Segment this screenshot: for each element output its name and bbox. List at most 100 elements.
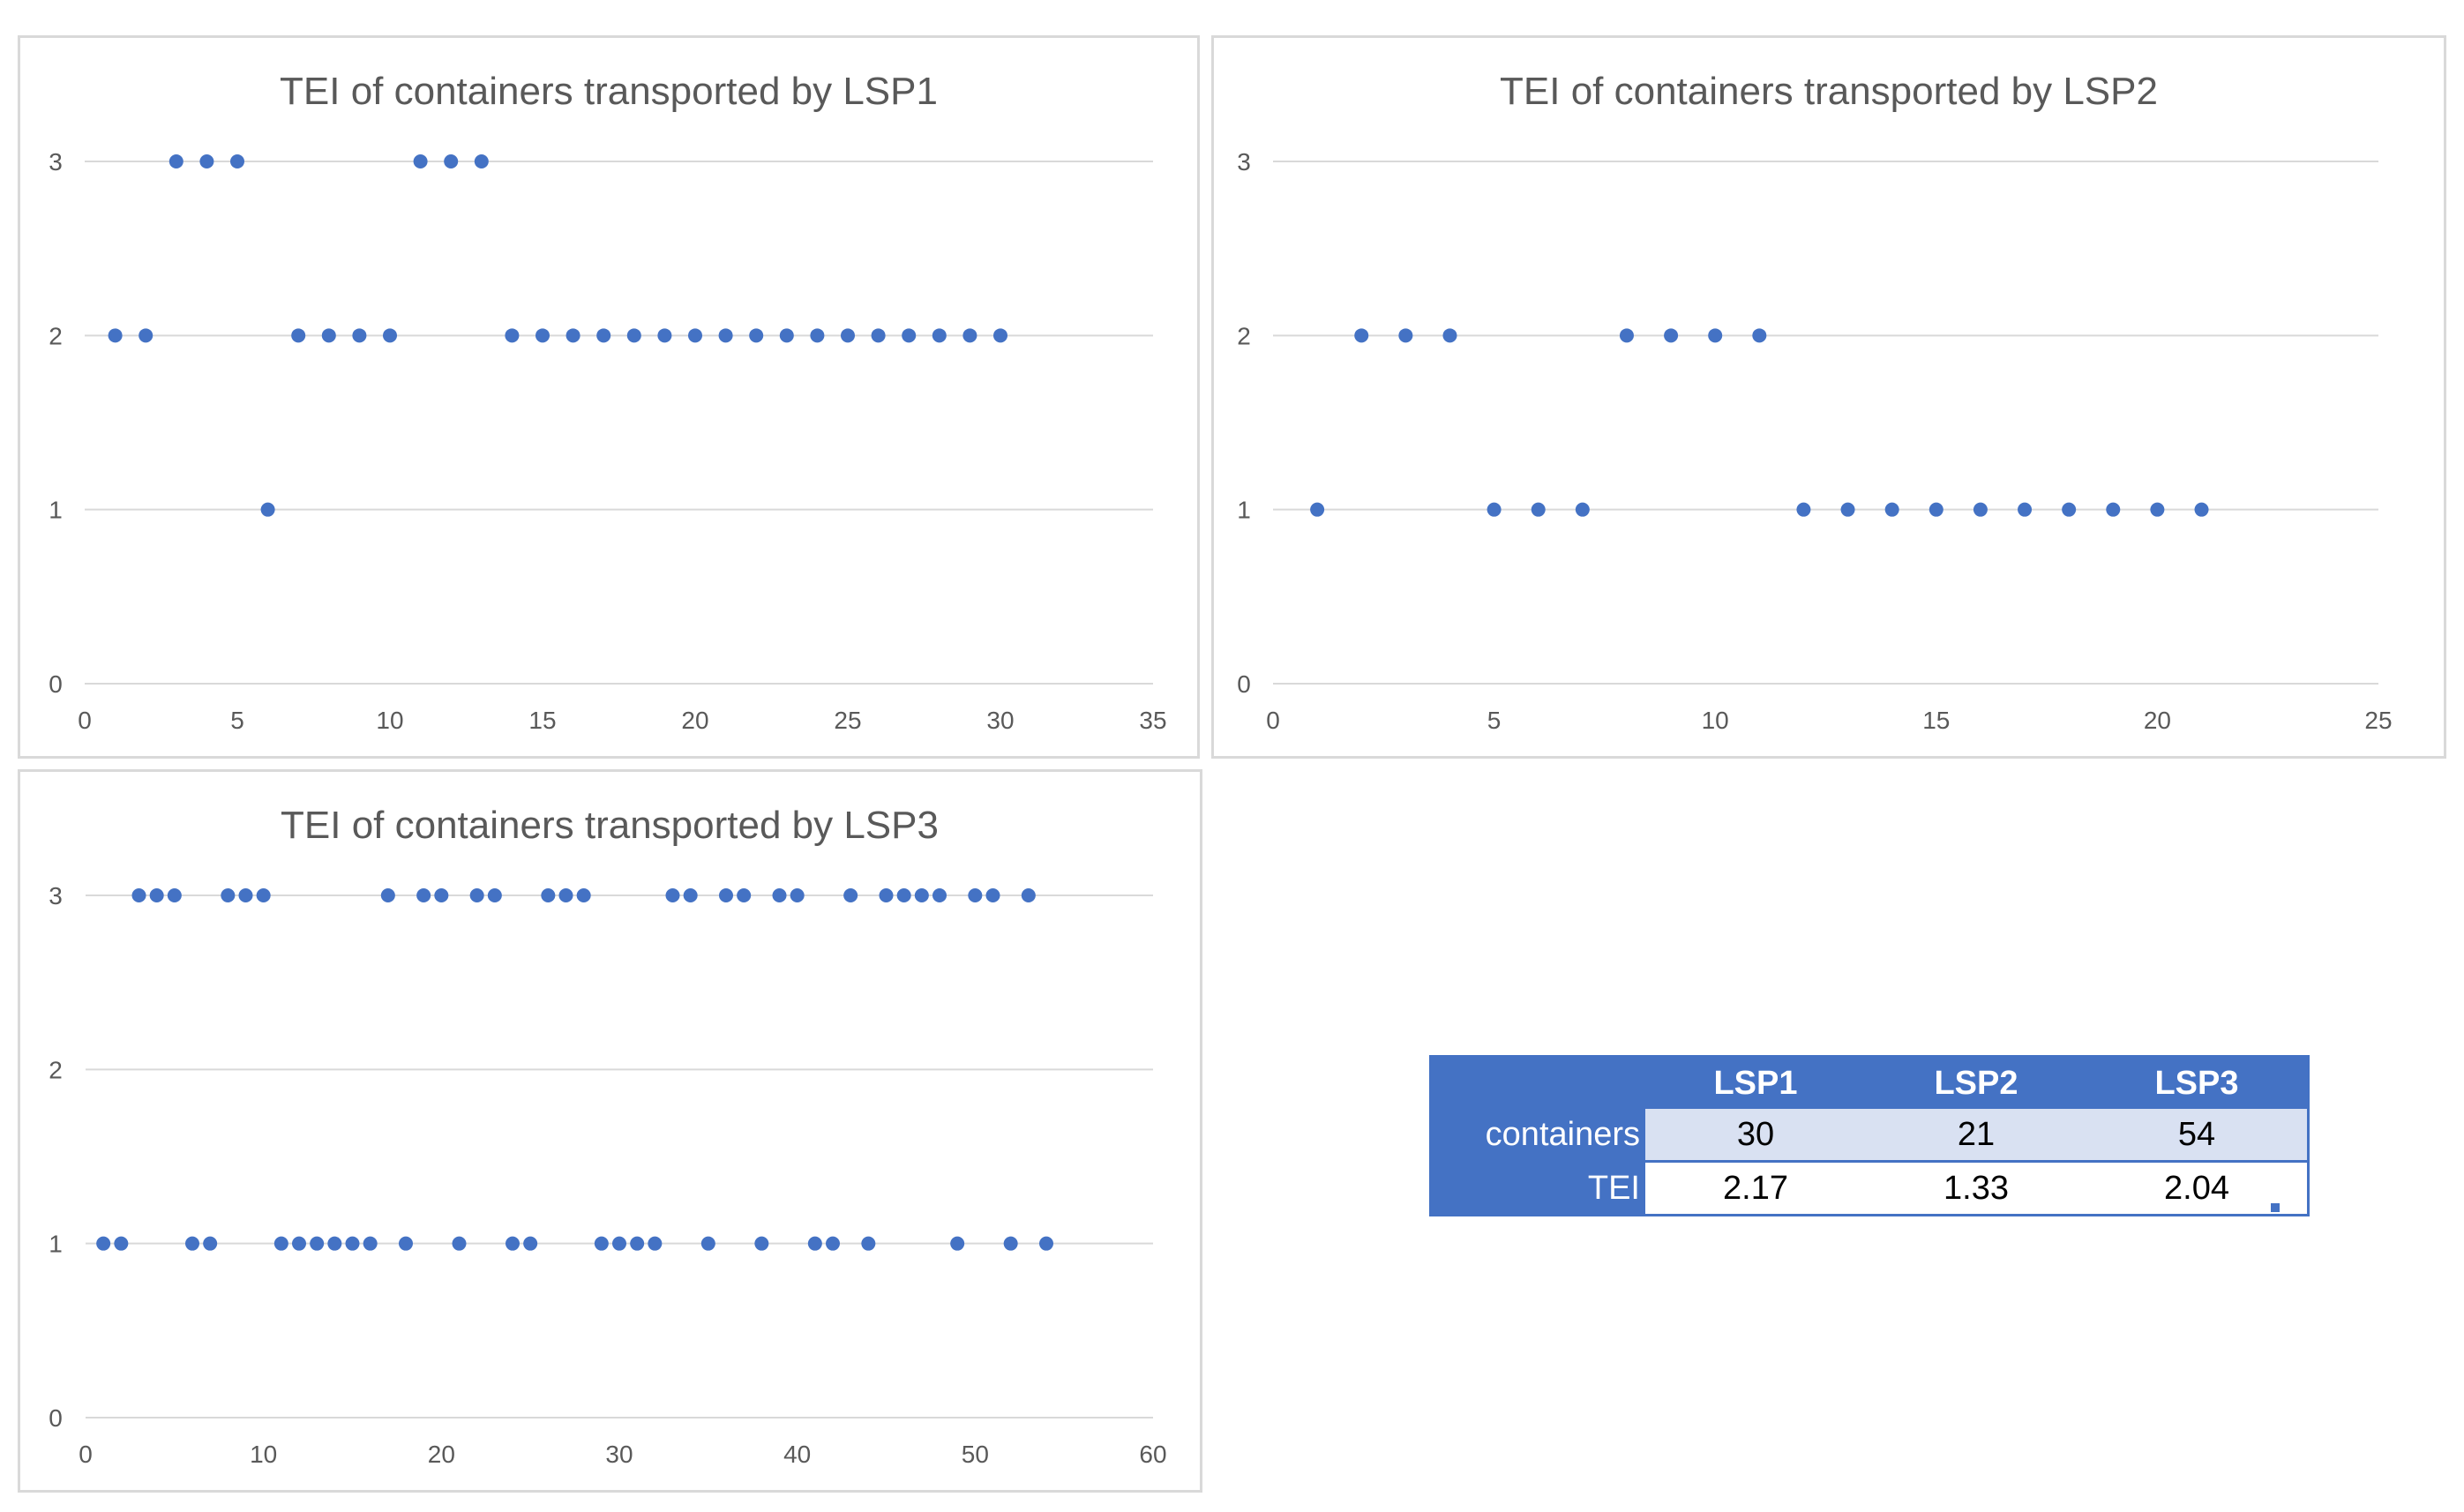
y-tick-label: 3 bbox=[49, 148, 63, 176]
table-cell: 1.33 bbox=[1866, 1161, 2086, 1216]
data-point bbox=[648, 1236, 663, 1251]
table-row-label: containers bbox=[1430, 1109, 1645, 1163]
x-tick-label: 10 bbox=[250, 1441, 277, 1468]
data-point bbox=[2194, 502, 2209, 517]
data-point bbox=[203, 1236, 218, 1251]
data-point bbox=[754, 1236, 769, 1251]
data-point bbox=[327, 1236, 342, 1251]
data-point bbox=[1310, 502, 1325, 517]
data-point bbox=[2106, 502, 2121, 517]
data-point bbox=[630, 1236, 645, 1251]
data-point bbox=[1664, 328, 1679, 343]
data-point bbox=[199, 154, 214, 168]
chart-lsp2: TEI of containers transported by LSP2 0 1… bbox=[1237, 70, 2392, 734]
data-point bbox=[434, 888, 449, 902]
table-cell: 21 bbox=[1866, 1109, 2086, 1163]
data-point bbox=[932, 888, 947, 902]
data-point bbox=[1039, 1236, 1053, 1251]
y-tick-label: 3 bbox=[49, 882, 63, 909]
x-tick-label: 30 bbox=[986, 707, 1014, 734]
y-tick-label: 2 bbox=[1237, 322, 1251, 349]
data-point bbox=[962, 328, 977, 343]
x-tick-label: 20 bbox=[681, 707, 708, 734]
data-point bbox=[185, 1236, 199, 1251]
data-point bbox=[594, 1236, 609, 1251]
data-point bbox=[444, 154, 459, 168]
data-point bbox=[807, 1236, 822, 1251]
data-point bbox=[1708, 328, 1723, 343]
table-cell: 54 bbox=[2086, 1109, 2309, 1163]
data-point bbox=[1398, 328, 1413, 343]
data-point bbox=[826, 1236, 840, 1251]
x-tick-label: 25 bbox=[834, 707, 861, 734]
data-point bbox=[1840, 502, 1855, 517]
y-tick-label: 1 bbox=[49, 1231, 63, 1258]
x-tick-label: 5 bbox=[1487, 707, 1502, 734]
data-point bbox=[452, 1236, 467, 1251]
data-point bbox=[413, 154, 428, 168]
x-tick-label: 15 bbox=[1922, 707, 1950, 734]
data-point bbox=[169, 154, 183, 168]
x-tick-label: 40 bbox=[783, 1441, 811, 1468]
data-point bbox=[810, 328, 825, 343]
data-point bbox=[321, 328, 336, 343]
x-tick-label: 25 bbox=[2364, 707, 2392, 734]
data-point bbox=[612, 1236, 626, 1251]
data-point bbox=[230, 154, 244, 168]
table-header-lsp1: LSP1 bbox=[1645, 1056, 1866, 1109]
data-point bbox=[535, 328, 550, 343]
y-tick-label: 3 bbox=[1237, 148, 1251, 176]
data-point bbox=[506, 1236, 520, 1251]
data-point bbox=[843, 888, 858, 902]
chart-title: TEI of containers transported by LSP3 bbox=[281, 804, 939, 847]
data-point bbox=[565, 328, 580, 343]
x-tick-label: 0 bbox=[1266, 707, 1280, 734]
data-point bbox=[1575, 502, 1590, 517]
table-resize-handle[interactable] bbox=[2271, 1203, 2280, 1212]
x-tick-label: 50 bbox=[962, 1441, 989, 1468]
data-point bbox=[399, 1236, 413, 1251]
data-point bbox=[363, 1236, 378, 1251]
data-point bbox=[1796, 502, 1811, 517]
data-point bbox=[273, 1236, 288, 1251]
y-tick-label: 2 bbox=[49, 1056, 63, 1083]
data-point bbox=[1021, 888, 1036, 902]
x-tick-label: 10 bbox=[376, 707, 403, 734]
data-point bbox=[700, 1236, 715, 1251]
data-point bbox=[657, 328, 672, 343]
data-point bbox=[2018, 502, 2033, 517]
chart-panel-lsp3: TEI of containers transported by LSP3 0 1… bbox=[18, 769, 1202, 1493]
data-point bbox=[1487, 502, 1502, 517]
data-point bbox=[737, 888, 752, 902]
data-point bbox=[383, 328, 397, 343]
data-point bbox=[469, 888, 484, 902]
data-point bbox=[310, 1236, 325, 1251]
chart-panel-lsp2: TEI of containers transported by LSP2 0 1… bbox=[1211, 35, 2446, 759]
data-point bbox=[96, 1236, 111, 1251]
y-tick-label: 2 bbox=[49, 322, 63, 349]
data-point bbox=[505, 328, 520, 343]
data-point bbox=[779, 328, 794, 343]
data-point bbox=[114, 1236, 129, 1251]
data-point bbox=[902, 328, 917, 343]
table-header-lsp3: LSP3 bbox=[2086, 1056, 2309, 1109]
chart-lsp1: TEI of containers transported by LSP1 0 1… bbox=[49, 70, 1166, 734]
data-point bbox=[596, 328, 611, 343]
data-point bbox=[871, 328, 886, 343]
data-point bbox=[718, 328, 733, 343]
data-point bbox=[1929, 502, 1943, 517]
y-tick-label: 0 bbox=[49, 1404, 63, 1432]
data-point bbox=[221, 888, 236, 902]
data-point bbox=[1973, 502, 1988, 517]
x-tick-label: 0 bbox=[79, 1441, 93, 1468]
data-point bbox=[131, 888, 146, 902]
data-point bbox=[790, 888, 805, 902]
y-tick-label: 1 bbox=[49, 497, 63, 524]
y-tick-label: 0 bbox=[1237, 670, 1251, 698]
x-tick-label: 35 bbox=[1139, 707, 1166, 734]
y-tick-label: 1 bbox=[1237, 497, 1251, 524]
data-point bbox=[167, 888, 182, 902]
data-point bbox=[238, 888, 253, 902]
table-header-row: LSP1 LSP2 LSP3 bbox=[1430, 1056, 2309, 1109]
data-point bbox=[993, 328, 1007, 343]
